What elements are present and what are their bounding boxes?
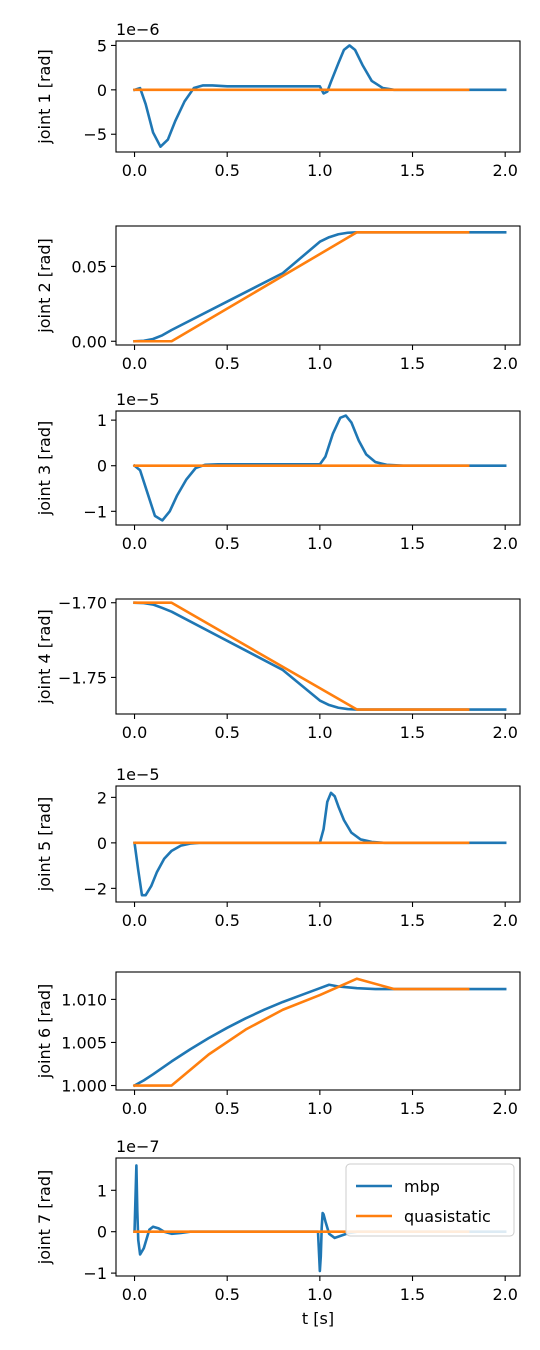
x-tick-label: 1.0 — [307, 1099, 332, 1118]
x-tick-label: 1.5 — [400, 534, 425, 553]
y-tick-label: 0 — [97, 457, 107, 476]
x-tick-label: 1.5 — [400, 723, 425, 742]
x-tick-label: 0.5 — [214, 911, 239, 930]
axes-frame — [115, 410, 521, 526]
x-tick-label: 1.0 — [307, 161, 332, 180]
y-axis-label: joint 1 [rad] — [35, 49, 54, 144]
x-tick-label: 1.0 — [307, 354, 332, 373]
y-tick-label: 1.000 — [61, 1077, 107, 1096]
series-line-mbp — [132, 983, 507, 1088]
axis-offset-text: 1e−6 — [116, 20, 160, 39]
x-tick-label: 1.0 — [307, 911, 332, 930]
x-tick-label: 2.0 — [492, 354, 517, 373]
y-axis-label: joint 2 [rad] — [35, 238, 54, 333]
axes-frame — [115, 1157, 521, 1277]
y-tick-label: 0.05 — [71, 257, 107, 276]
x-tick-label: 0.5 — [214, 161, 239, 180]
x-tick-label: 0.0 — [122, 534, 147, 553]
series-line-mbp — [132, 44, 507, 148]
x-tick-label: 2.0 — [492, 1099, 517, 1118]
subplot-joint-1: 0.0 0.5 1.0 1.5 2.0 5 0 −5 1e−6 joint 1 [rad] — [35, 20, 521, 180]
axes-frame — [115, 971, 521, 1091]
axis-offset-text: 1e−7 — [116, 1137, 160, 1156]
subplot-joint-3: 0.0 0.5 1.0 1.5 2.0 1 0 −1 1e−5 joint 3 [rad] — [35, 390, 521, 553]
x-tick-label: 1.0 — [307, 723, 332, 742]
axes-frame — [115, 598, 521, 715]
y-tick-label: 1.005 — [61, 1033, 107, 1052]
y-tick-label: −1 — [83, 1264, 107, 1283]
legend-label-quasistatic: quasistatic — [404, 1207, 491, 1226]
series-line-mbp — [133, 230, 507, 343]
x-tick-label: 0.0 — [122, 1285, 147, 1304]
series-line-mbp — [132, 414, 507, 522]
subplot-joint-6: 0.0 0.5 1.0 1.5 2.0 1.010 1.005 1.000 joint 6 [r… — [35, 971, 521, 1118]
y-tick-label: −1.75 — [58, 668, 107, 687]
x-tick-label: 0.5 — [214, 354, 239, 373]
x-tick-label: 0.5 — [214, 1285, 239, 1304]
y-tick-label: 0.00 — [71, 332, 107, 351]
x-axis-label: t [s] — [302, 1309, 334, 1328]
subplot-joint-2: 0.0 0.5 1.0 1.5 2.0 0.05 0.00 joint 2 [rad] — [35, 225, 521, 373]
y-axis-label: joint 4 [rad] — [35, 609, 54, 704]
y-tick-label: 1 — [97, 411, 107, 430]
x-tick-label: 2.0 — [492, 723, 517, 742]
axes-frame — [115, 785, 521, 903]
y-axis-label: joint 3 [rad] — [35, 421, 54, 516]
y-tick-label: −1 — [83, 502, 107, 521]
legend-label-mbp: mbp — [404, 1177, 440, 1196]
x-tick-label: 0.5 — [214, 723, 239, 742]
x-tick-label: 1.0 — [307, 1285, 332, 1304]
series-line-quasistatic — [133, 601, 470, 711]
x-tick-label: 0.0 — [122, 354, 147, 373]
legend-box — [345, 1163, 515, 1237]
subplot-joint-5: 0.0 0.5 1.0 1.5 2.0 2 0 −2 1e−5 joint 5 [rad] — [35, 765, 521, 930]
x-tick-label: 2.0 — [492, 1285, 517, 1304]
x-tick-label: 2.0 — [492, 534, 517, 553]
x-tick-label: 1.0 — [307, 534, 332, 553]
axis-offset-text: 1e−5 — [116, 390, 160, 409]
y-tick-label: 1.010 — [61, 990, 107, 1009]
y-axis-label: joint 7 [rad] — [35, 1170, 54, 1265]
subplot-joint-7: 0.0 0.5 1.0 1.5 2.0 1 0 −1 1e−7 joint 7 [rad] t [s… — [35, 1137, 521, 1328]
y-tick-label: 0 — [97, 834, 107, 853]
series-line-quasistatic — [133, 230, 470, 343]
y-tick-label: 5 — [97, 36, 107, 55]
x-tick-label: 0.0 — [122, 161, 147, 180]
axis-offset-text: 1e−5 — [116, 765, 160, 784]
x-tick-label: 1.5 — [400, 354, 425, 373]
x-tick-label: 1.5 — [400, 161, 425, 180]
x-tick-label: 1.5 — [400, 911, 425, 930]
y-tick-label: −5 — [83, 125, 107, 144]
x-tick-label: 0.5 — [214, 1099, 239, 1118]
x-tick-label: 2.0 — [492, 161, 517, 180]
x-tick-label: 0.0 — [122, 911, 147, 930]
x-tick-label: 1.5 — [400, 1099, 425, 1118]
x-tick-label: 2.0 — [492, 911, 517, 930]
series-line-mbp — [133, 601, 507, 711]
series-line-quasistatic — [133, 977, 470, 1087]
y-tick-label: −1.70 — [58, 594, 107, 613]
x-tick-label: 1.5 — [400, 1285, 425, 1304]
y-tick-label: 2 — [97, 788, 107, 807]
y-tick-label: 0 — [97, 1223, 107, 1242]
axes-frame — [115, 225, 521, 346]
y-tick-label: −2 — [83, 879, 107, 898]
y-tick-label: 1 — [97, 1181, 107, 1200]
axes-frame — [115, 40, 521, 153]
y-axis-label: joint 5 [rad] — [35, 797, 54, 892]
x-tick-label: 0.0 — [122, 1099, 147, 1118]
y-tick-label: 0 — [97, 81, 107, 100]
x-tick-label: 0.5 — [214, 534, 239, 553]
legend: mbp quasistatic — [345, 1163, 515, 1237]
x-tick-label: 0.0 — [122, 723, 147, 742]
y-axis-label: joint 6 [rad] — [35, 984, 54, 1079]
